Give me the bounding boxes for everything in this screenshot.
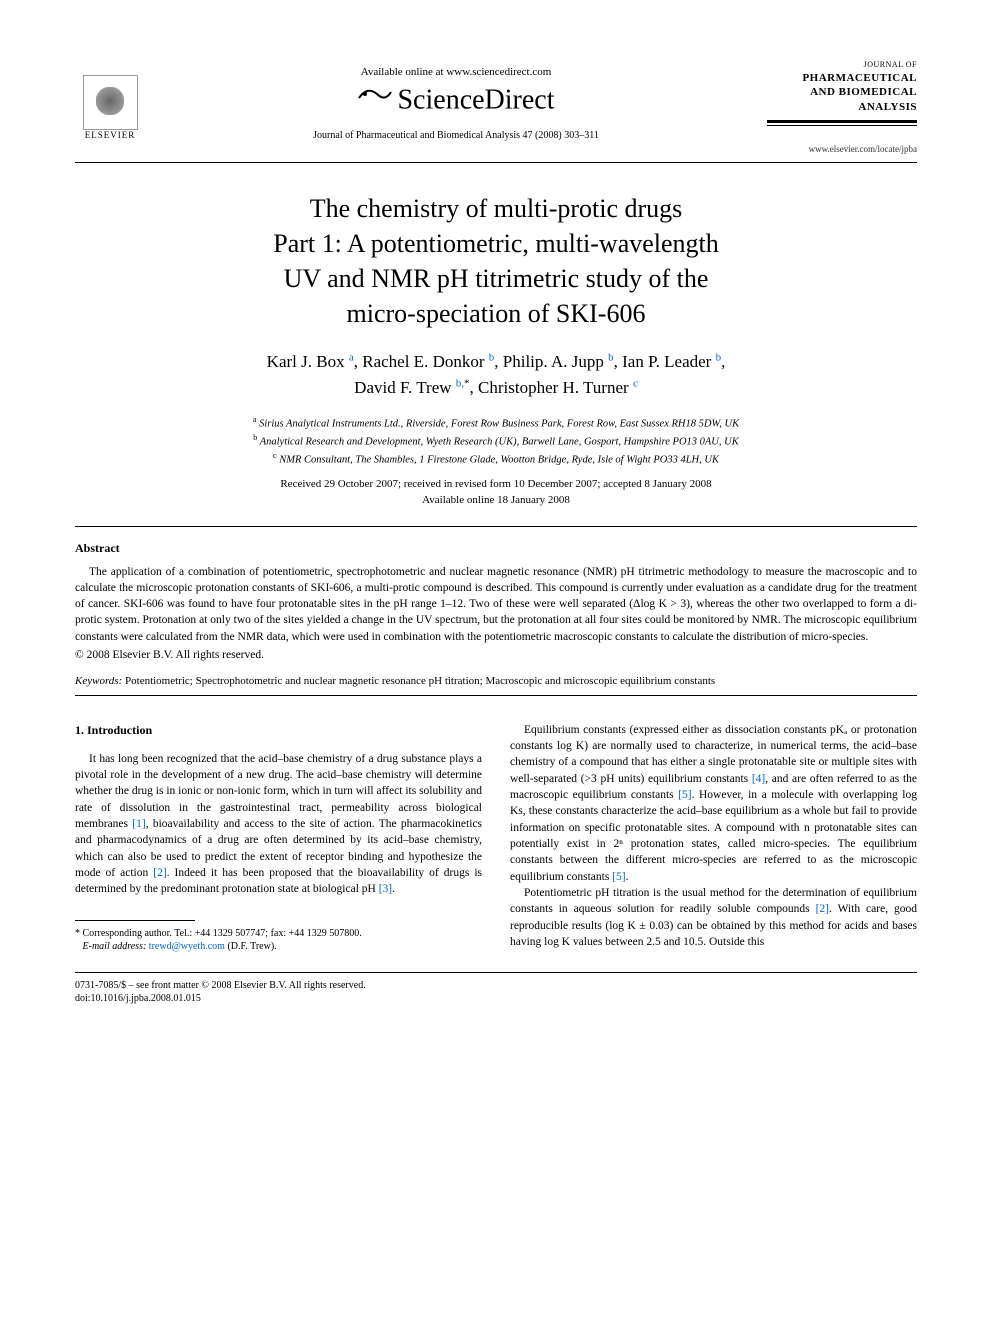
author-4: Ian P. Leader [622, 352, 711, 371]
column-right: Equilibrium constants (expressed either … [510, 722, 917, 954]
affiliations: a Sirius Analytical Instruments Ltd., Ri… [75, 414, 917, 467]
keywords: Keywords: Potentiometric; Spectrophotome… [75, 675, 917, 687]
elsevier-label: ELSEVIER [85, 130, 136, 140]
ref-1[interactable]: [1] [132, 818, 145, 830]
footer-rule [75, 972, 917, 973]
author-3: Philip. A. Jupp [503, 352, 604, 371]
ref-3[interactable]: [3] [379, 883, 392, 895]
sd-brand-text: ScienceDirect [397, 84, 554, 115]
author-1: Karl J. Box [267, 352, 345, 371]
author-list: Karl J. Box a, Rachel E. Donkor b, Phili… [75, 349, 917, 400]
issn-line: 0731-7085/$ – see front matter © 2008 El… [75, 979, 917, 993]
ref-2b[interactable]: [2] [816, 903, 829, 915]
intro-heading: 1. Introduction [75, 722, 482, 739]
journal-reference: Journal of Pharmaceutical and Biomedical… [145, 130, 767, 141]
abstract-top-rule [75, 526, 917, 527]
footnote-rule [75, 920, 195, 921]
affiliation-b: Analytical Research and Development, Wye… [260, 436, 739, 447]
page-header: ELSEVIER Available online at www.science… [75, 60, 917, 154]
author-5: David F. Trew [354, 378, 451, 397]
author-6: Christopher H. Turner [478, 378, 629, 397]
article-title: The chemistry of multi-protic drugs Part… [115, 191, 877, 331]
elsevier-logo: ELSEVIER [75, 60, 145, 140]
keywords-label: Keywords: [75, 675, 122, 687]
intro-p2: Equilibrium constants (expressed either … [510, 722, 917, 885]
available-online: Available online at www.sciencedirect.co… [145, 66, 767, 78]
article-dates: Received 29 October 2007; received in re… [75, 477, 917, 508]
body-columns: 1. Introduction It has long been recogni… [75, 722, 917, 954]
abstract-heading: Abstract [75, 541, 917, 556]
received-dates: Received 29 October 2007; received in re… [280, 478, 711, 490]
sd-swoosh-icon [357, 84, 393, 120]
corresponding-footnote: * Corresponding author. Tel.: +44 1329 5… [75, 927, 482, 954]
ref-4[interactable]: [4] [752, 773, 765, 785]
keywords-text: Potentiometric; Spectrophotometric and n… [125, 675, 715, 687]
corr-email-line: E-mail address: trewd@wyeth.com (D.F. Tr… [75, 940, 482, 954]
doi-line: doi:10.1016/j.jpba.2008.01.015 [75, 992, 917, 1006]
abstract-bottom-rule [75, 695, 917, 696]
affiliation-a: Sirius Analytical Instruments Ltd., Rive… [259, 419, 739, 430]
badge-journal-of: JOURNAL OF [767, 60, 917, 69]
top-rule [75, 162, 917, 163]
online-date: Available online 18 January 2008 [422, 494, 570, 506]
badge-url: www.elsevier.com/locate/jpba [767, 144, 917, 154]
sciencedirect-logo: ScienceDirect [145, 84, 767, 120]
ref-2[interactable]: [2] [153, 867, 166, 879]
badge-title: PHARMACEUTICAL AND BIOMEDICAL ANALYSIS [767, 71, 917, 114]
affiliation-c: NMR Consultant, The Shambles, 1 Fireston… [279, 454, 719, 465]
elsevier-tree-icon [83, 75, 138, 130]
author-2: Rachel E. Donkor [362, 352, 484, 371]
ref-5b[interactable]: [5] [612, 871, 625, 883]
center-header: Available online at www.sciencedirect.co… [145, 60, 767, 141]
corresponding-star: * [464, 377, 470, 389]
ref-5a[interactable]: [5] [678, 789, 691, 801]
abstract-body: The application of a combination of pote… [75, 564, 917, 644]
abstract-copyright: © 2008 Elsevier B.V. All rights reserved… [75, 649, 917, 661]
corr-author: * Corresponding author. Tel.: +44 1329 5… [75, 927, 482, 941]
journal-badge: JOURNAL OF PHARMACEUTICAL AND BIOMEDICAL… [767, 60, 917, 154]
column-left: 1. Introduction It has long been recogni… [75, 722, 482, 954]
page-footer: 0731-7085/$ – see front matter © 2008 El… [75, 979, 917, 1006]
intro-p3: Potentiometric pH titration is the usual… [510, 885, 917, 950]
intro-p1: It has long been recognized that the aci… [75, 751, 482, 898]
email-link[interactable]: trewd@wyeth.com [149, 941, 225, 952]
badge-rule [767, 120, 917, 126]
